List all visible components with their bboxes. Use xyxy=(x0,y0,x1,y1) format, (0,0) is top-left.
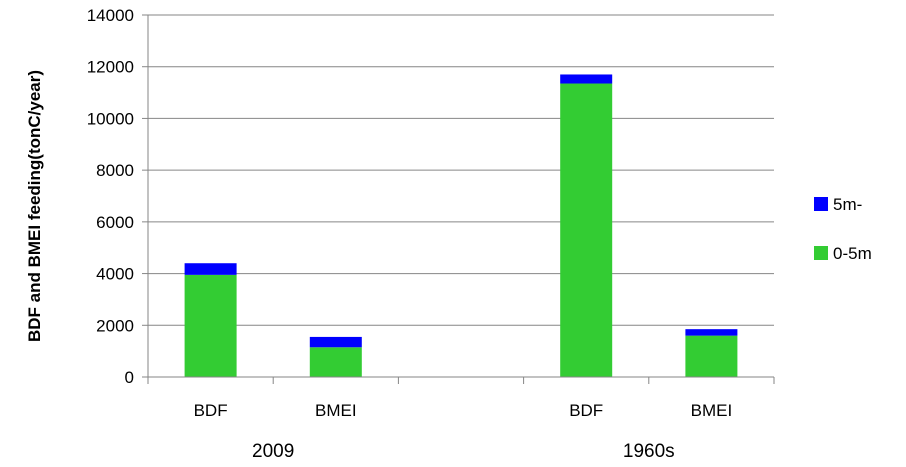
y-axis-title: BDF and BMEI feeding(tonC/year) xyxy=(25,70,44,342)
y-tick-label: 2000 xyxy=(96,316,134,335)
y-tick-label: 6000 xyxy=(96,213,134,232)
x-group-label: 1960s xyxy=(623,441,675,462)
legend-swatch-0-5m xyxy=(814,246,828,260)
y-tick-label: 0 xyxy=(125,368,134,387)
legend-label: 0-5m xyxy=(833,244,872,263)
y-tick-label: 14000 xyxy=(87,6,134,25)
x-category-label: BMEI xyxy=(691,401,733,420)
x-category-label: BDF xyxy=(569,401,603,420)
x-category-label: BMEI xyxy=(315,401,357,420)
y-tick-label: 10000 xyxy=(87,109,134,128)
bar-5m--bdf-0 xyxy=(184,263,237,275)
bar-0-5m-bmei-1 xyxy=(309,347,362,377)
y-tick-label: 8000 xyxy=(96,161,134,180)
bar-0-5m-bdf-0 xyxy=(184,274,237,377)
legend-swatch-5m- xyxy=(814,197,828,211)
gridlines xyxy=(148,14,774,326)
bar-0-5m-bdf-2 xyxy=(560,83,613,378)
bar-5m--bdf-2 xyxy=(560,74,613,84)
bar-0-5m-bmei-3 xyxy=(685,335,738,377)
axes xyxy=(142,14,775,384)
bars xyxy=(184,74,738,378)
labels: 0 2000 4000 6000 8000 10000 12000 14000 BDF BMEI B… xyxy=(87,6,732,462)
x-category-label: BDF xyxy=(194,401,228,420)
legend: 5m- 0-5m xyxy=(814,195,872,263)
y-tick-label: 4000 xyxy=(96,265,134,284)
x-group-label: 2009 xyxy=(252,441,294,462)
bar-5m--bmei-1 xyxy=(309,336,362,348)
bar-5m--bmei-3 xyxy=(685,329,738,336)
legend-label: 5m- xyxy=(833,195,862,214)
y-tick-label: 12000 xyxy=(87,58,134,77)
